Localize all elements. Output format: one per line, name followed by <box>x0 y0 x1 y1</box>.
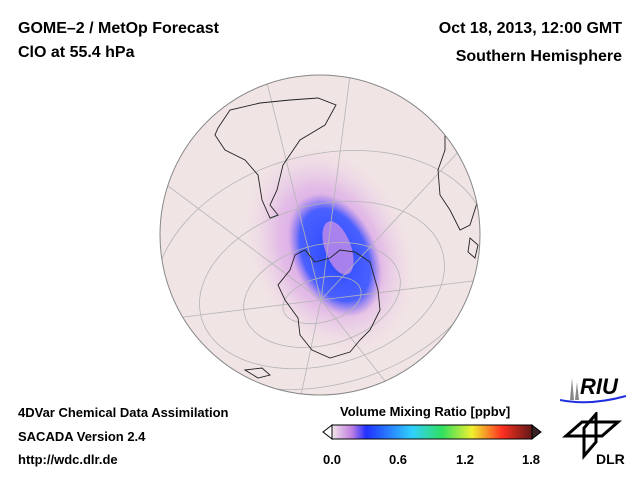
footer-version: SACADA Version 2.4 <box>18 429 146 444</box>
coastlines <box>214 97 480 379</box>
map-subtitle: ClO at 55.4 hPa <box>18 44 135 61</box>
colorbar-min-arrow <box>322 423 333 441</box>
hemisphere-label: Southern Hemisphere <box>455 48 622 65</box>
colorbar-tick: 1.8 <box>521 452 541 467</box>
colorbar-tick: 0.0 <box>322 452 342 467</box>
footer-method: 4DVar Chemical Data Assimilation <box>18 405 229 420</box>
dlr-logo: DLR <box>562 412 625 467</box>
colorbar <box>322 423 542 441</box>
footer-url-link[interactable]: http://wdc.dlr.de <box>18 452 118 467</box>
colorbar-title: Volume Mixing Ratio [ppbv] <box>340 404 511 419</box>
globe-outline <box>159 74 481 396</box>
colorbar-scale <box>331 424 533 440</box>
colorbar-tick: 1.2 <box>455 452 475 467</box>
map-title: GOME–2 / MetOp Forecast <box>18 20 219 37</box>
colorbar-tick: 0.6 <box>388 452 408 467</box>
colorbar-max-arrow <box>531 423 542 441</box>
svg-text:RIU: RIU <box>580 374 619 399</box>
svg-text:DLR: DLR <box>596 451 625 467</box>
riu-logo: RIU <box>560 374 627 404</box>
forecast-date: Oct 18, 2013, 12:00 GMT <box>438 20 622 37</box>
